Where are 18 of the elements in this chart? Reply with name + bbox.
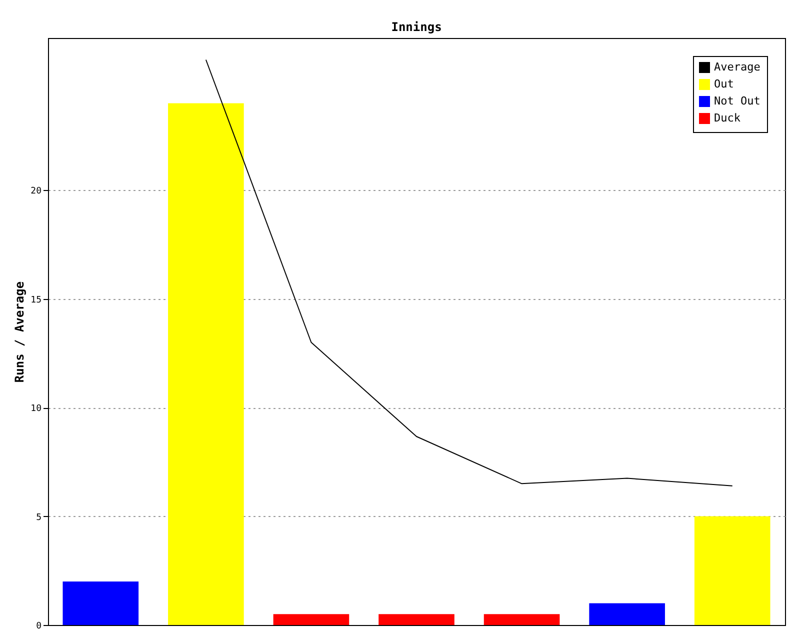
y-tick-label: 0 [36,622,42,632]
legend-label: Not Out [714,94,760,108]
bar [62,582,139,625]
bar [273,614,350,625]
bar [484,614,560,625]
legend-label: Average [714,60,760,74]
chart-title: Innings [391,20,442,34]
legend-label: Out [714,78,734,90]
legend-label: Duck [714,112,741,124]
y-tick-label: 20 [30,186,42,197]
y-axis-title: Runs / Average [12,281,27,383]
bar [378,614,454,625]
bar [694,516,770,625]
bar [589,603,665,625]
y-tick-label: 15 [30,295,42,306]
y-tick-label: 10 [30,404,42,414]
y-tick-label: 5 [36,512,42,523]
bar [168,103,244,625]
